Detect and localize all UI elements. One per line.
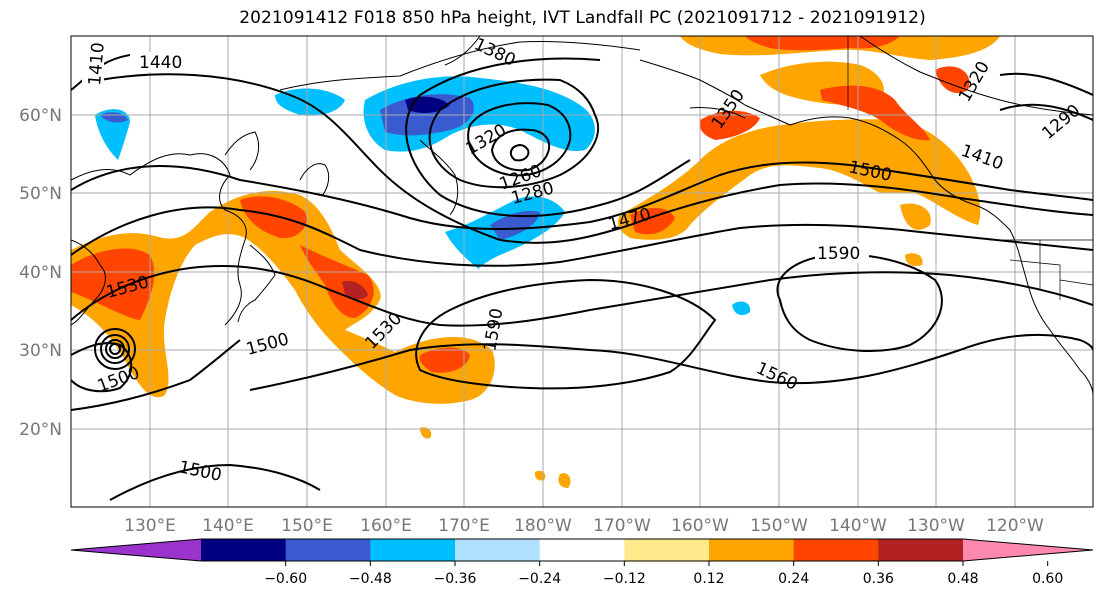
latitude-labels: 60°N 50°N 40°N 30°N 20°N [19, 106, 62, 440]
lon-label: 120°W [986, 516, 1044, 536]
colorbar-tick-label: 0.24 [778, 571, 809, 587]
contour-label: 1500 [177, 457, 223, 486]
ivt-strong-region [745, 36, 900, 51]
colorbar-segment [201, 539, 287, 561]
contour-label: 1590 [817, 244, 860, 264]
ivt-warm-region [618, 119, 981, 240]
ivt-warm-region [558, 473, 571, 488]
ivt-strong-region [935, 66, 970, 94]
colorbar-segment [878, 539, 964, 561]
typhoon-contours [94, 328, 136, 370]
colorbar-segment [624, 539, 710, 561]
colorbar-tick-label: 0.60 [1032, 571, 1063, 587]
borders [847, 36, 1093, 300]
lon-label: 140°E [202, 516, 254, 536]
lat-label: 30°N [19, 341, 62, 361]
colorbar-tick-label: −0.60 [264, 571, 307, 587]
longitude-labels: 130°E 140°E 150°E 160°E 170°E 180°W 170°… [124, 516, 1044, 536]
colorbar-tick-label: −0.24 [518, 571, 561, 587]
colorbar-segment [370, 539, 456, 561]
colorbar-segment [455, 539, 541, 561]
lon-label: 160°E [360, 516, 412, 536]
colorbar-tick-label: 0.48 [947, 571, 978, 587]
colorbar-segment [539, 539, 625, 561]
contour-labels: 1410 1440 1380 1320 1260 1280 1350 1290 … [82, 34, 1084, 486]
colorbar-segment [793, 539, 879, 561]
ivt-strong-region [419, 347, 470, 373]
colorbar-segment [709, 539, 795, 561]
ivt-negative-region [490, 210, 540, 240]
ivt-warm-region [420, 427, 432, 439]
lon-label: 160°W [671, 516, 729, 536]
contour-label: 1500 [244, 329, 291, 360]
colorbar-tick-label: −0.36 [434, 571, 477, 587]
lon-label: 140°W [829, 516, 887, 536]
lat-label: 20°N [19, 420, 62, 440]
contour-label: 1590 [480, 307, 507, 353]
ivt-warm-region [900, 203, 931, 230]
colorbar-extend-high [963, 539, 1093, 561]
contour-label: 1290 [1038, 101, 1084, 144]
ivt-negative-region [732, 301, 751, 316]
ivt-strong-region [71, 248, 155, 320]
contour-label: 1410 [85, 42, 109, 87]
colorbar-tick-label: −0.12 [603, 571, 646, 587]
map-title: 2021091412 F018 850 hPa height, IVT Land… [239, 8, 926, 28]
colorbar-tick-label: 0.36 [863, 571, 894, 587]
ivt-warm-region [534, 470, 546, 481]
colorbar-outline [70, 538, 1094, 562]
lon-label: 170°E [438, 516, 490, 536]
lat-label: 40°N [19, 263, 62, 283]
coastlines [71, 36, 1093, 396]
lon-label: 150°E [281, 516, 333, 536]
lon-label: 150°W [750, 516, 808, 536]
colorbar: −0.60 −0.48 −0.36 −0.24 −0.12 0.12 0.24 0.36 0.4… [70, 538, 1094, 587]
lon-label: 130°W [907, 516, 965, 536]
ivt-strong-region [820, 85, 930, 141]
height-contours [71, 54, 1093, 501]
colorbar-tick-label: −0.48 [349, 571, 392, 587]
ivt-warm-region [71, 191, 495, 404]
ivt-warm-region [905, 253, 923, 266]
ivt-strong-region [240, 196, 307, 239]
ivt-very-strong-region [342, 280, 368, 300]
map-frame [70, 35, 1094, 508]
lon-label: 180°W [514, 516, 572, 536]
lat-label: 60°N [19, 106, 62, 126]
contour-label: 1440 [139, 53, 182, 73]
colorbar-tick-label: 0.12 [693, 571, 724, 587]
lon-label: 170°W [593, 516, 651, 536]
ivt-strong-region [630, 207, 675, 235]
colorbar-segment [285, 539, 371, 561]
colorbar-extend-low [71, 539, 201, 561]
contour-label: 1560 [753, 358, 801, 394]
lon-label: 130°E [124, 516, 176, 536]
lat-label: 50°N [19, 184, 62, 204]
